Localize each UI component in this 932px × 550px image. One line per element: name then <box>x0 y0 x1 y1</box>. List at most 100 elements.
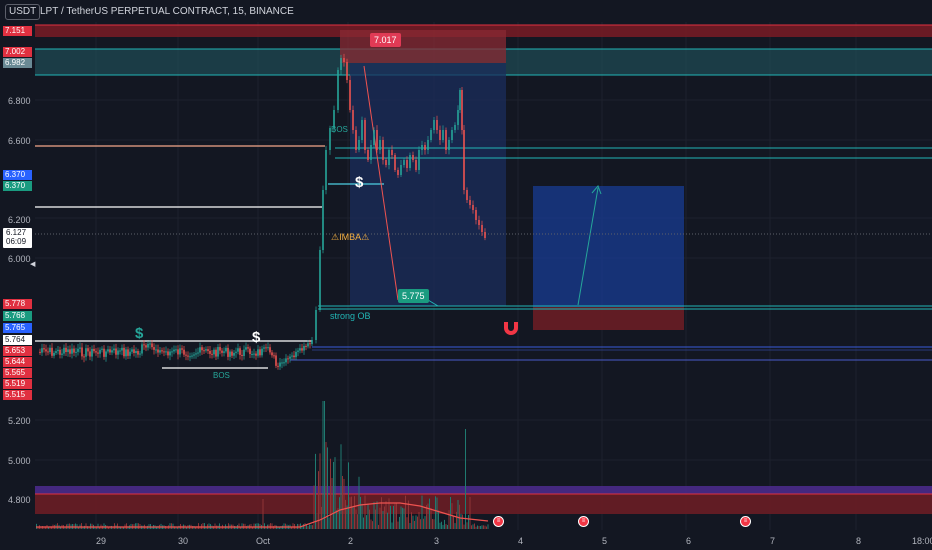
price-tick: 6.000 <box>8 254 31 264</box>
volume-bar <box>435 496 436 529</box>
volume-bar <box>364 495 366 529</box>
event-icon[interactable]: ≡ <box>740 516 751 527</box>
price-label: 5.519 <box>3 379 32 389</box>
candle-body <box>466 190 468 200</box>
volume-bar <box>315 453 316 529</box>
candle-body <box>191 355 193 357</box>
candle-body <box>424 145 426 150</box>
candle-body <box>121 347 123 351</box>
price-tick: 5.000 <box>8 456 31 466</box>
time-tick: 30 <box>178 536 189 546</box>
volume-bar <box>388 498 390 529</box>
candle-body <box>451 130 453 140</box>
candle-body <box>352 110 354 130</box>
candle-body <box>249 348 251 355</box>
volume-bar <box>354 496 355 529</box>
candle-body <box>261 348 263 356</box>
volume-bar <box>255 523 256 529</box>
candle-body <box>385 160 387 165</box>
volume-bar <box>85 523 87 529</box>
volume-bar <box>303 524 304 529</box>
candle-body <box>89 351 91 357</box>
volume-bar <box>454 523 456 529</box>
candle-body <box>53 352 55 356</box>
candle-body <box>171 351 173 353</box>
candle-body <box>159 350 161 353</box>
volume-bar <box>117 523 118 529</box>
candle-body <box>127 349 129 356</box>
price-tick: 6.200 <box>8 215 31 225</box>
high-price-tag[interactable]: 7.017 <box>370 33 401 47</box>
candle-body <box>406 160 408 168</box>
volume-bar <box>373 501 375 529</box>
candle-body <box>221 350 223 353</box>
candle-body <box>185 354 187 356</box>
volume-bar <box>438 510 439 529</box>
volume-bar <box>384 506 385 529</box>
volume-bar <box>43 526 45 529</box>
candle-body <box>265 347 267 349</box>
candle-body <box>277 365 279 367</box>
candle-body <box>117 350 119 355</box>
volume-bar <box>336 510 337 529</box>
price-label: 7.151 <box>3 26 32 36</box>
volume-bar <box>394 503 396 529</box>
currency-button[interactable]: USDT <box>5 4 41 20</box>
volume-bar <box>214 523 216 529</box>
volume-bar <box>243 523 244 529</box>
volume-bar <box>337 508 339 529</box>
volume-bar <box>472 524 474 529</box>
volume-bar <box>381 497 382 529</box>
volume-bar <box>445 524 447 529</box>
volume-bar <box>484 525 486 529</box>
volume-bar <box>69 523 70 529</box>
price-label: 5.768 <box>3 311 32 321</box>
candle-body <box>337 70 339 110</box>
candle-body <box>71 348 73 354</box>
candle-body <box>291 355 293 357</box>
candle-body <box>433 120 435 130</box>
time-tick: 8 <box>856 536 862 546</box>
dollar-icon: $ <box>252 329 261 346</box>
candle-body <box>349 80 351 110</box>
volume-bar <box>49 526 51 529</box>
price-label: 6.370 <box>3 181 32 191</box>
volume-bar <box>223 526 225 529</box>
volume-bar <box>309 524 310 529</box>
chevron-left-icon[interactable]: ◀ <box>30 261 36 268</box>
event-icon[interactable]: ≡ <box>578 516 589 527</box>
volume-bar <box>415 515 417 529</box>
candle-body <box>161 350 163 352</box>
candle-body <box>472 205 474 210</box>
event-icon[interactable]: ≡ <box>493 516 504 527</box>
volume-bar <box>78 526 79 529</box>
volume-bar <box>421 495 423 529</box>
volume-bar <box>331 478 333 529</box>
candle-body <box>448 140 450 150</box>
candle-body <box>101 348 103 350</box>
volume-bar <box>135 523 136 529</box>
candle-body <box>181 348 183 350</box>
low-price-tag[interactable]: 5.775 <box>398 289 429 303</box>
candle-body <box>303 345 305 351</box>
strong-ob-label: strong OB <box>330 311 371 321</box>
short-position-red <box>340 30 506 63</box>
volume-bar <box>411 512 412 529</box>
candle-body <box>107 349 109 352</box>
candle-body <box>63 347 65 354</box>
volume-bar <box>330 458 331 529</box>
candle-body <box>403 160 405 165</box>
volume-bar <box>75 523 76 529</box>
candle-body <box>177 349 179 355</box>
volume-bar <box>418 512 420 529</box>
volume-bar <box>390 505 391 529</box>
candle-body <box>83 356 85 358</box>
volume-bar <box>175 526 177 529</box>
volume-bar <box>450 497 451 529</box>
candle-body <box>305 345 307 347</box>
candle-body <box>201 347 203 351</box>
candle-body <box>113 348 115 351</box>
volume-bar <box>483 525 484 529</box>
candle-body <box>97 352 99 354</box>
